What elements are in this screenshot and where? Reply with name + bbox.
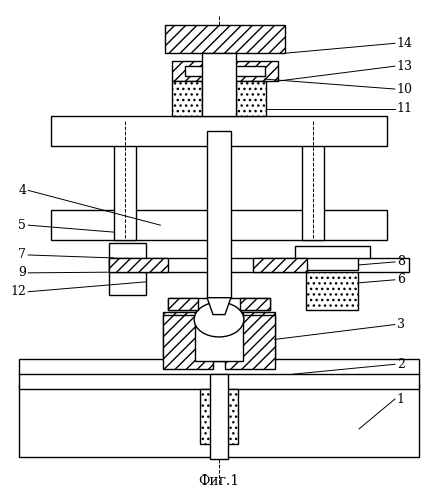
Text: 8: 8 (397, 256, 405, 268)
Bar (168, 298, 198, 310)
Bar (19, 360, 419, 389)
Text: 4: 4 (18, 184, 26, 197)
Text: 1: 1 (397, 392, 405, 406)
Bar (109, 243, 146, 294)
Text: 6: 6 (397, 274, 405, 286)
Bar (109, 258, 409, 272)
Bar (172, 81, 202, 116)
Text: 10: 10 (397, 82, 413, 96)
Bar (303, 121, 324, 240)
Bar (168, 298, 270, 310)
Bar (307, 255, 358, 270)
Bar (202, 54, 236, 116)
Bar (51, 210, 387, 240)
Text: 9: 9 (18, 266, 26, 280)
Bar (207, 131, 231, 298)
Text: 3: 3 (397, 318, 405, 331)
Ellipse shape (194, 302, 244, 337)
Text: 2: 2 (397, 358, 405, 371)
Bar (253, 258, 307, 272)
Bar (236, 81, 266, 116)
Bar (225, 314, 275, 369)
Bar (294, 246, 370, 258)
Bar (172, 61, 278, 81)
Bar (163, 314, 213, 369)
Bar (210, 374, 228, 458)
Bar (114, 121, 135, 240)
Bar (195, 312, 243, 362)
Bar (109, 258, 168, 272)
Polygon shape (207, 298, 231, 314)
Bar (19, 384, 419, 456)
Text: 5: 5 (18, 218, 26, 232)
Bar (240, 298, 270, 310)
Bar (51, 116, 387, 146)
Bar (163, 312, 275, 362)
Text: 12: 12 (11, 285, 26, 298)
Bar (165, 26, 285, 54)
Text: 13: 13 (397, 60, 413, 72)
Text: 14: 14 (397, 37, 413, 50)
Bar (200, 389, 238, 444)
Text: Фиг.1: Фиг.1 (198, 474, 240, 488)
Text: 7: 7 (18, 248, 26, 262)
Text: 11: 11 (397, 102, 413, 116)
Bar (185, 66, 265, 76)
Bar (307, 255, 358, 310)
